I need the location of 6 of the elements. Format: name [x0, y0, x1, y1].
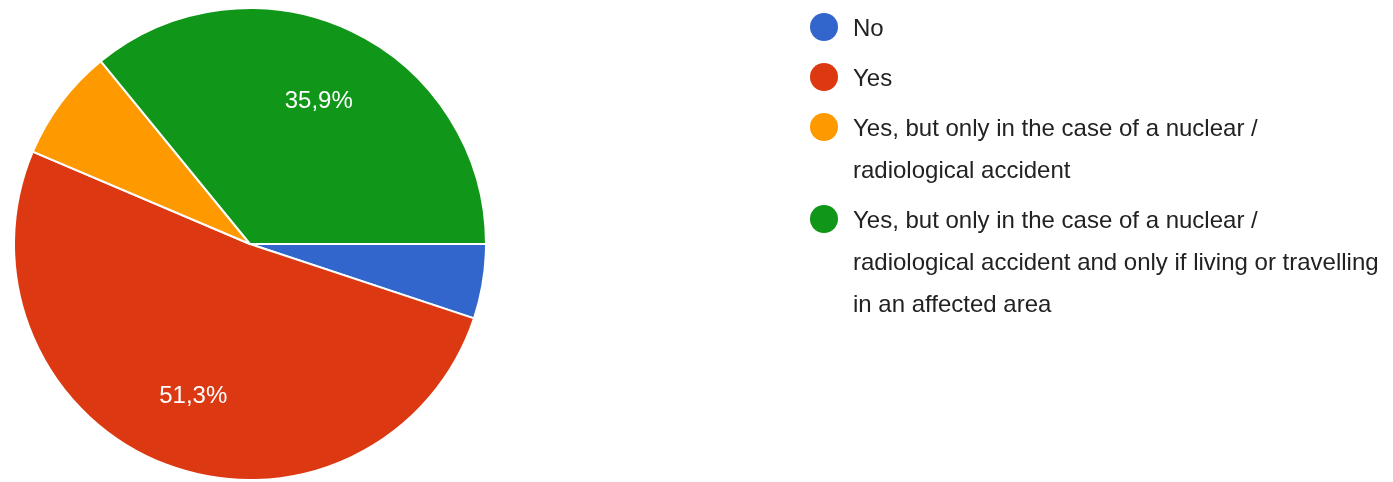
legend-label: Yes, but only in the case of a nuclear / radiological accident: [853, 113, 1259, 183]
legend-label: Yes, but only in the case of a nuclear / radiological accident and only if living or travelling in an affected area: [853, 205, 1379, 317]
legend-label: No: [853, 13, 884, 41]
data-label: 35,9%: [284, 85, 353, 113]
data-label: 51,3%: [159, 380, 228, 408]
legend-label: Yes: [853, 63, 893, 91]
